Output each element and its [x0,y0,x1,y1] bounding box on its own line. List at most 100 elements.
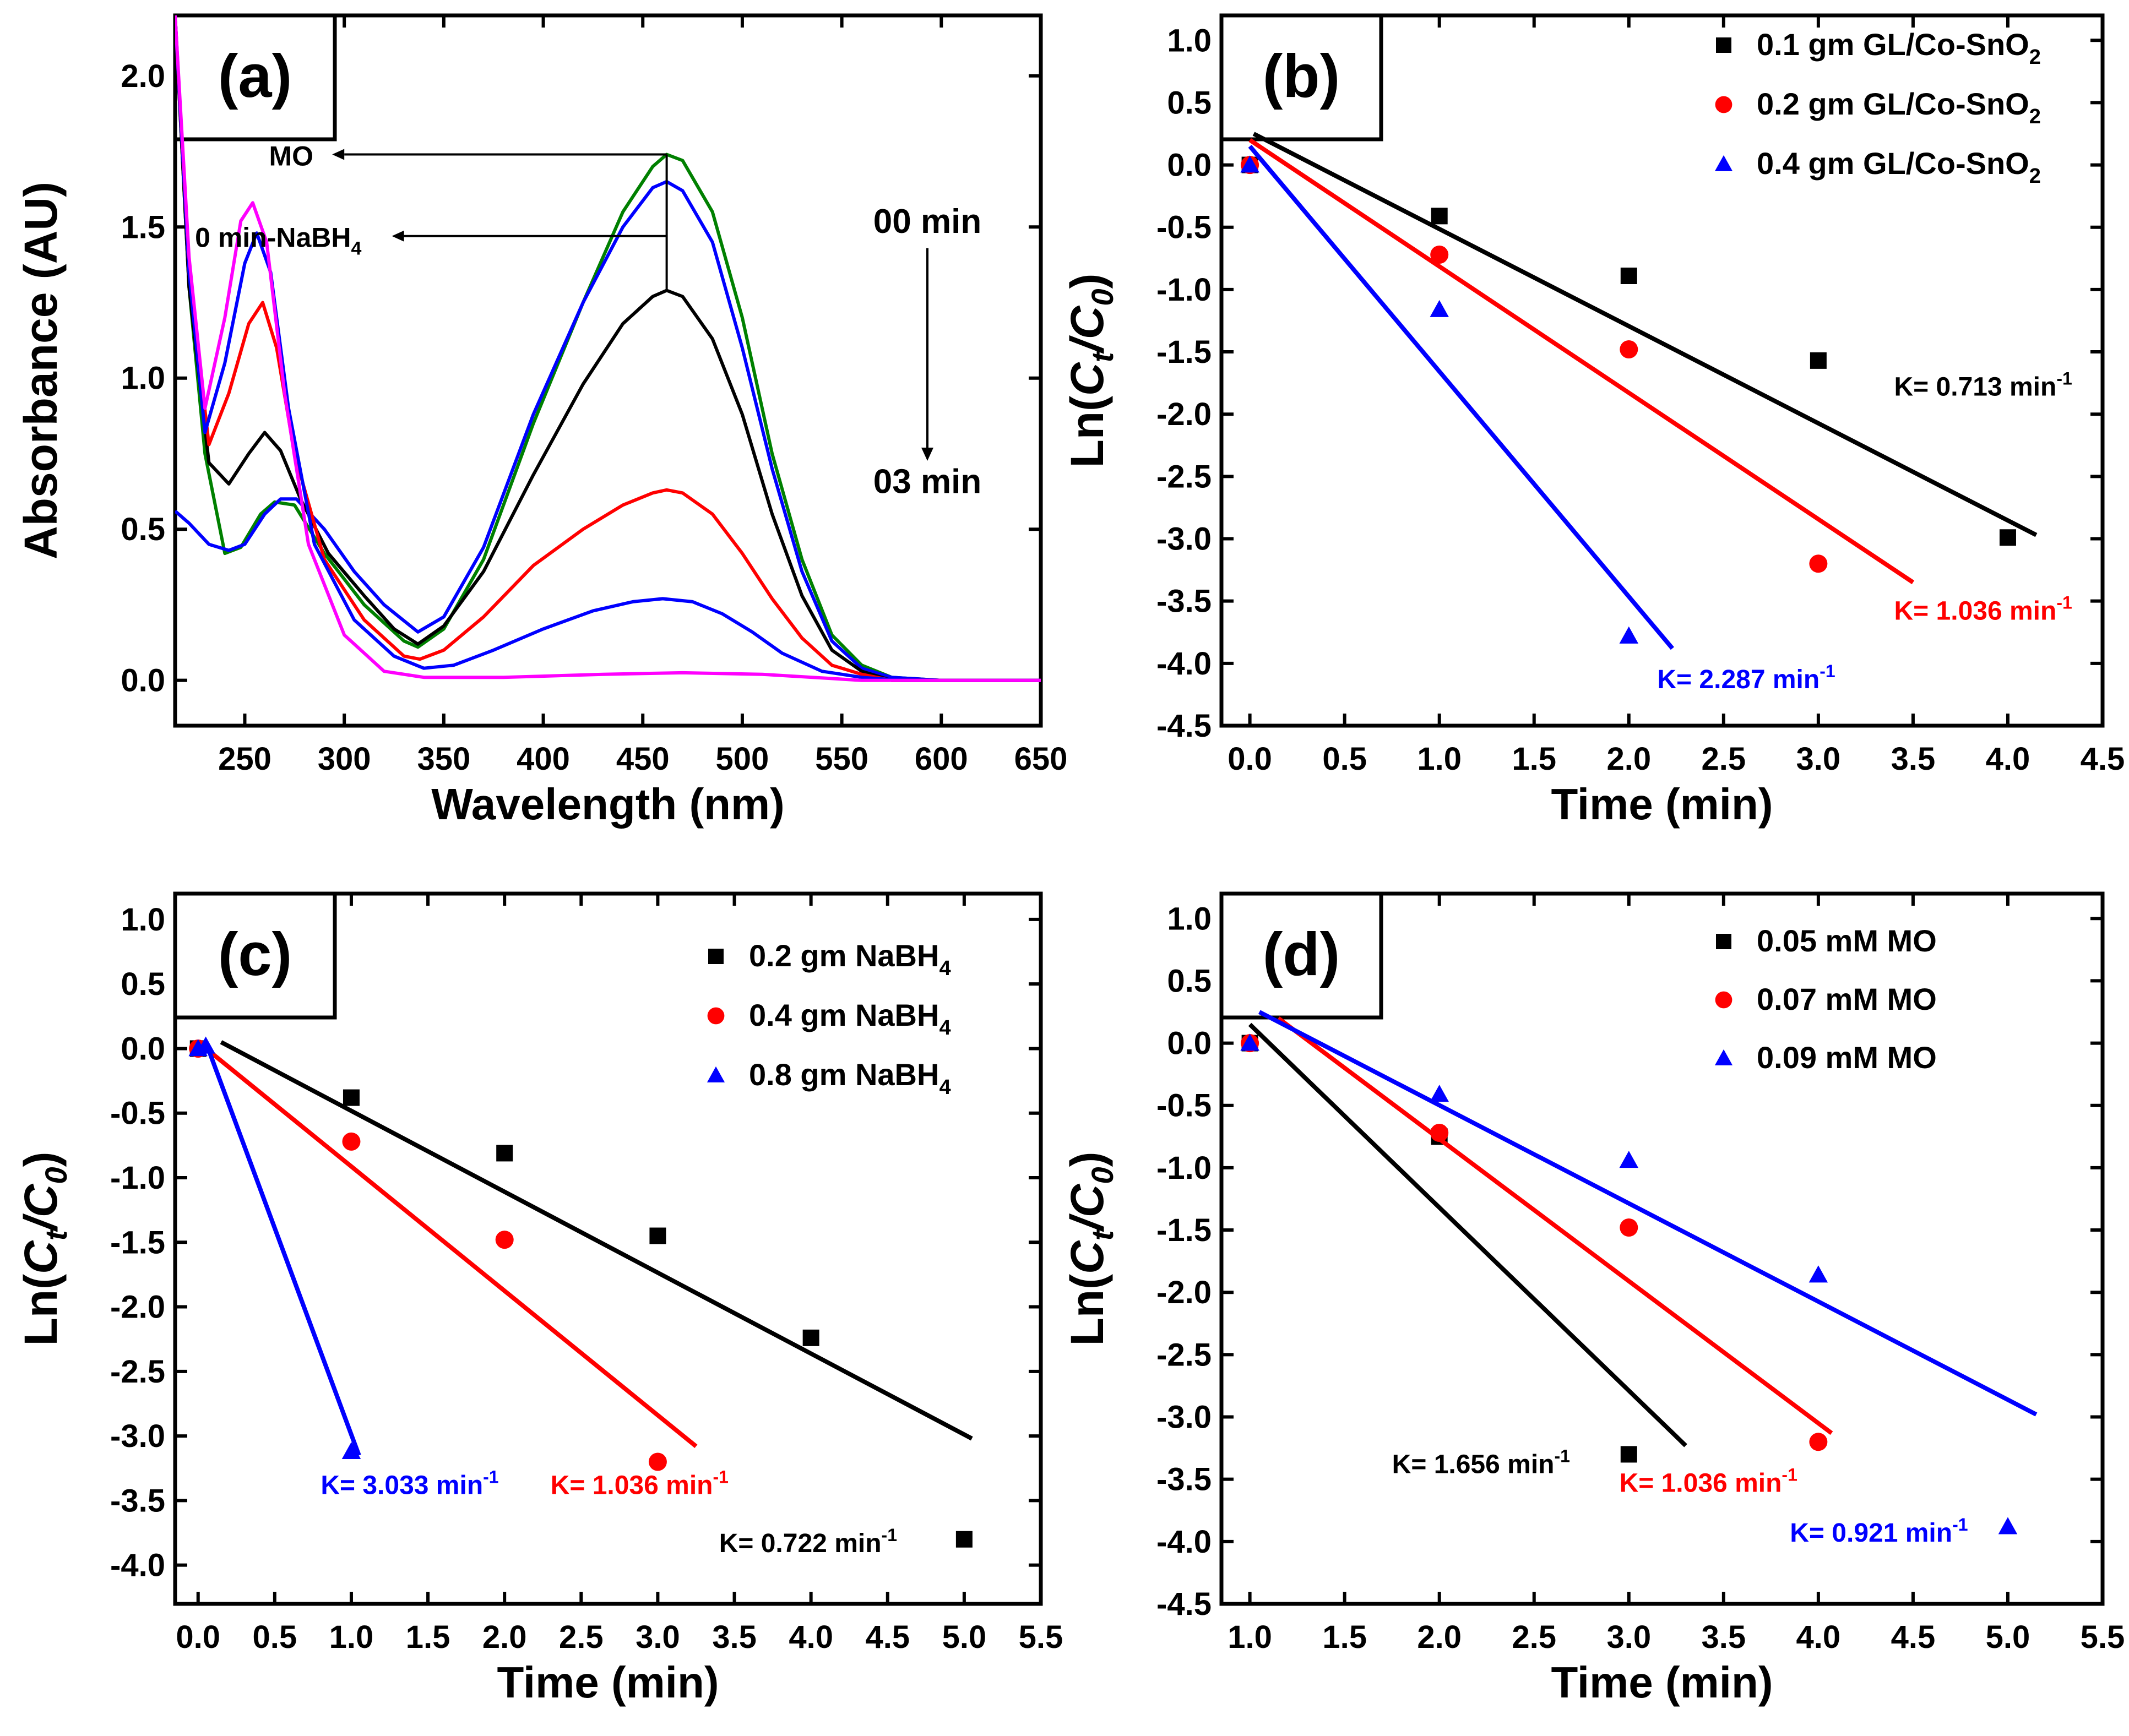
x-tick-label: 4.0 [1796,1619,1841,1655]
y-label-sub: t [1085,1229,1120,1240]
fit-line [1258,1010,2038,1417]
legend-entry: 0.4 gm NaBH4 [749,998,951,1040]
fit-line [1277,1016,1833,1435]
rate-constant-label: K= 1.036 min-1 [1894,593,2072,626]
y-tick-label: 1.0 [121,361,165,396]
y-label-prefix: Ln( [15,1274,67,1346]
plot-frame [173,891,1043,1606]
legend-entry-text: 0.2 gm GL/Co-SnO [1757,86,2029,121]
y-tick-label: 1.0 [1167,901,1212,937]
spectrum-line [175,15,1041,682]
y-tick-label: -1.0 [110,1160,165,1196]
y-tick-label: 0.0 [1167,1026,1212,1062]
x-tick-label: 2.5 [559,1619,604,1655]
data-point-circle [1809,1433,1828,1451]
data-point-circle [648,1452,667,1471]
data-point-circle [1620,340,1638,359]
data-point-square [649,1227,666,1244]
data-point-square [1620,268,1637,284]
y-label-prefix: Ln( [1061,396,1113,468]
rate-constant-label: K= 0.921 min-1 [1790,1515,1968,1548]
spectrum-line [175,179,1041,682]
legend-entry: 0.4 gm GL/Co-SnO2 [1757,146,2041,188]
y-tick-label: -1.5 [1156,1212,1212,1248]
data-point-circle [707,1007,725,1025]
data-point-square [955,1531,973,1548]
x-tick-label: 3.0 [1606,1619,1651,1655]
legend-entry: 0.09 mM MO [1757,1040,1937,1075]
legend-entry-sub: 2 [2029,165,2041,188]
y-tick-label: -3.0 [1156,521,1212,557]
data-point-circle [1620,1218,1638,1237]
x-tick-label: 4.0 [789,1619,833,1655]
y-tick-label: -3.5 [1156,584,1212,619]
legend-entry-text: 0.05 mM MO [1757,923,1937,958]
data-point-triangle [1430,300,1449,317]
data-point-triangle [341,1441,361,1460]
x-tick-label: 1.5 [1512,741,1556,777]
rate-constant-label: K= 0.722 min-1 [719,1525,897,1558]
x-tick-label: 4.5 [865,1619,910,1655]
rate-constant-text: K= 0.921 min [1790,1519,1952,1548]
y-tick-label: 1.5 [121,209,165,245]
y-axis-label: Absorbance (AU) [15,182,67,559]
legend-entry-sub: 2 [2029,46,2041,69]
rate-constant-sup: -1 [1555,1446,1570,1466]
x-tick-label: 500 [716,741,769,777]
rate-constant-text: K= 0.713 min [1894,372,2057,401]
y-label-c: C [1061,1240,1113,1274]
fit-line [1248,1022,1687,1447]
x-tick-label: 4.5 [2081,741,2125,777]
y-tick-label: -2.5 [1156,1337,1212,1373]
y-tick-label: -4.0 [1156,646,1212,682]
legend-entry-text: 0.1 gm GL/Co-SnO [1757,27,2029,62]
nabh4-label: 0 min-NaBH4 [195,222,361,259]
y-tick-label: 0.0 [121,663,165,699]
x-tick-label: 5.0 [942,1619,987,1655]
x-axis-label: Wavelength (nm) [431,780,784,829]
panel-label-box [1219,13,1383,142]
data-point-square [1620,1446,1637,1463]
data-point-square [1716,934,1731,949]
rate-constant-label: K= 0.713 min-1 [1894,368,2072,401]
fit-line [1252,132,2038,537]
x-tick-label: 5.5 [2081,1619,2125,1655]
y-tick-label: -1.0 [1156,272,1212,308]
y-label-c: C [15,1240,67,1274]
x-tick-label: 5.0 [1986,1619,2030,1655]
y-tick-label: -2.0 [1156,1275,1212,1310]
panel-label: (d) [1263,921,1340,988]
panel-label: (c) [218,921,292,988]
rate-constant-label: K= 3.033 min-1 [321,1467,498,1500]
y-axis-label: Ln(Ct/C0) [15,1151,73,1346]
data-point-triangle [1430,1085,1449,1102]
y-tick-label: -0.5 [1156,1088,1212,1124]
fit-line [1248,138,1915,585]
legend-entry-text: 0.4 gm GL/Co-SnO [1757,146,2029,181]
legend-entry-text: 0.8 gm NaBH [749,1057,939,1092]
x-tick-label: 4.5 [1891,1619,1936,1655]
data-point-triangle [1714,1049,1733,1065]
x-tick-label: 3.0 [1796,741,1841,777]
y-tick-label: -4.5 [1156,708,1212,744]
data-point-triangle [1619,626,1639,644]
y-tick-label: -2.5 [110,1354,165,1390]
rate-constant-label: K= 2.287 min-1 [1657,661,1835,694]
chart-panel-d: 1.0 1.5 2.0 2.5 3.0 3.5 4.0 4.5 5.0 5.5 1.0 0.5 0.0 -… [1061,891,2125,1707]
x-tick-label: 550 [815,741,868,777]
y-tick-label: -2.0 [1156,396,1212,432]
arrow-head [332,149,345,160]
time-end-label: 03 min [873,462,981,500]
data-point-circle [1715,991,1732,1009]
y-tick-label: 1.0 [121,902,165,938]
x-tick-label: 1.0 [1228,1619,1272,1655]
legend-entry-text: 0.2 gm NaBH [749,938,939,973]
fit-line [203,1041,361,1456]
rate-constant-sup: -1 [2056,368,2072,388]
spectrum-line [175,15,1041,682]
x-tick-label: 0.5 [1322,741,1367,777]
y-tick-label: -3.5 [1156,1462,1212,1498]
legend: 0.05 mM MO 0.07 mM MO 0.09 mM MO [1714,923,1937,1075]
